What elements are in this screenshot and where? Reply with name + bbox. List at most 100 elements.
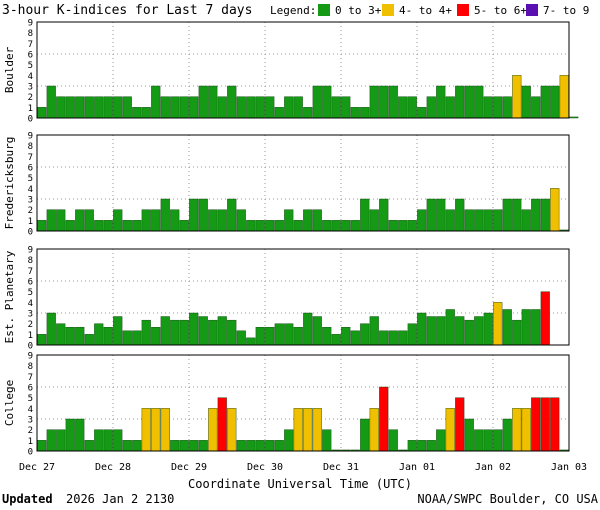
k-index-bar	[103, 96, 113, 119]
k-index-bar	[407, 220, 417, 232]
y-tick-label: 0	[28, 448, 33, 458]
k-index-bar	[284, 96, 294, 119]
k-index-bar	[198, 198, 208, 232]
k-index-bar	[531, 309, 541, 346]
y-tick-label: 6	[28, 278, 33, 288]
panel-name: Fredericksburg	[3, 137, 16, 230]
k-index-bar	[160, 198, 170, 232]
k-index-bar	[417, 440, 427, 452]
legend-label: Legend:	[270, 4, 316, 17]
panel-name: Boulder	[3, 46, 16, 93]
y-tick-label: 2	[28, 426, 33, 436]
k-index-bar	[512, 319, 522, 346]
k-index-bar	[521, 408, 531, 452]
k-index-bar	[407, 323, 417, 346]
k-index-bar	[179, 96, 189, 119]
k-index-bar	[141, 408, 151, 452]
y-tick-label: 0	[28, 228, 33, 238]
k-index-bar	[94, 429, 104, 452]
k-index-bar	[493, 429, 503, 452]
y-tick-label: 6	[28, 164, 33, 174]
y-tick-label: 7	[28, 267, 33, 277]
k-index-bar	[37, 220, 47, 232]
k-index-bar	[179, 220, 189, 232]
k-index-bar	[113, 209, 123, 232]
k-index-bar	[502, 418, 512, 452]
y-tick-label: 5	[28, 61, 33, 71]
k-index-bar	[274, 440, 284, 452]
k-index-bar	[84, 334, 94, 346]
k-index-bar	[540, 85, 550, 119]
y-tick-label: 7	[28, 373, 33, 383]
k-index-bar	[512, 75, 522, 119]
k-index-bar	[550, 397, 560, 452]
k-index-bar	[369, 209, 379, 232]
k-index-bar	[293, 220, 303, 232]
k-index-bar	[217, 397, 227, 452]
k-index-bar	[341, 326, 351, 346]
k-index-bar	[360, 198, 370, 232]
k-index-bar	[65, 220, 75, 232]
k-index-bar	[540, 397, 550, 452]
k-index-bar	[521, 309, 531, 346]
k-index-bar	[84, 209, 94, 232]
k-index-bar	[303, 107, 313, 119]
k-index-bar	[550, 188, 560, 232]
x-tick-label: Dec 31	[323, 462, 359, 473]
k-index-bar	[331, 334, 341, 346]
y-tick-label: 2	[28, 93, 33, 103]
k-index-bar	[331, 96, 341, 119]
k-index-bar	[379, 330, 389, 346]
x-tick-label: Dec 28	[95, 462, 131, 473]
y-tick-label: 5	[28, 288, 33, 298]
k-index-bar	[84, 96, 94, 119]
k-index-bar	[246, 96, 256, 119]
k-index-bar	[436, 316, 446, 346]
k-index-bar	[474, 429, 484, 452]
k-index-bar	[236, 440, 246, 452]
k-index-bar	[46, 429, 56, 452]
k-index-bar	[436, 85, 446, 119]
k-index-bar	[84, 440, 94, 452]
k-index-bar	[151, 209, 161, 232]
y-tick-label: 1	[28, 104, 33, 114]
k-index-bar	[236, 330, 246, 346]
k-index-bar	[559, 75, 569, 119]
k-index-bar	[474, 85, 484, 119]
k-index-bar	[464, 319, 474, 346]
k-index-bar	[198, 440, 208, 452]
k-index-bar	[483, 209, 493, 232]
k-index-bar	[436, 429, 446, 452]
k-index-bar	[540, 198, 550, 232]
k-index-bar	[208, 209, 218, 232]
k-index-bar	[217, 316, 227, 346]
k-index-bar	[170, 209, 180, 232]
k-index-bar	[46, 85, 56, 119]
k-index-bar	[312, 209, 322, 232]
k-index-bar	[322, 220, 332, 232]
k-index-bar	[483, 312, 493, 346]
k-index-bar	[379, 85, 389, 119]
y-tick-label: 4	[28, 185, 33, 195]
k-index-bar	[46, 209, 56, 232]
k-index-bar	[312, 316, 322, 346]
panel-frame	[36, 248, 570, 346]
legend-entry: 0 to 3+	[335, 4, 382, 17]
k-index-bar	[293, 408, 303, 452]
k-index-bar	[331, 220, 341, 232]
k-index-bar	[417, 107, 427, 119]
k-index-bar	[293, 326, 303, 346]
x-axis-label: Coordinate Universal Time (UTC)	[188, 477, 412, 491]
k-index-bar	[426, 440, 436, 452]
k-index-bar	[455, 198, 465, 232]
k-index-bar	[65, 418, 75, 452]
k-index-bar	[75, 209, 85, 232]
panel-frame	[36, 354, 570, 452]
k-index-bar	[122, 330, 132, 346]
y-tick-label: 3	[28, 83, 33, 93]
x-tick-label: Dec 27	[19, 462, 55, 473]
k-index-bar	[227, 408, 237, 452]
k-index-bar	[445, 209, 455, 232]
k-index-bar	[341, 96, 351, 119]
